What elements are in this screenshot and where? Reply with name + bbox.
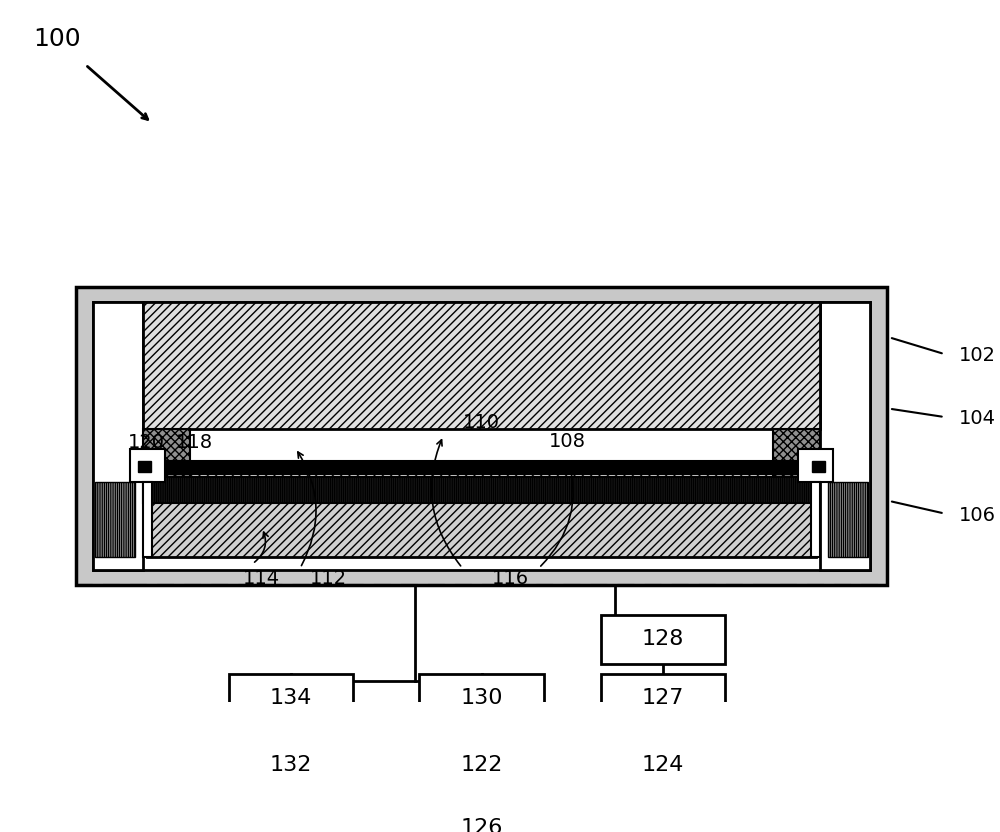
Bar bbox=[811, 483, 820, 557]
Text: 126: 126 bbox=[460, 818, 503, 832]
Bar bbox=[147, 461, 816, 557]
Bar bbox=[95, 482, 135, 557]
Bar bbox=[798, 449, 833, 483]
Bar bbox=[419, 674, 544, 722]
Text: 100: 100 bbox=[33, 27, 80, 52]
Bar bbox=[429, 804, 534, 832]
Text: 130: 130 bbox=[460, 688, 503, 708]
Bar bbox=[773, 428, 820, 478]
Bar bbox=[76, 287, 887, 585]
Bar bbox=[419, 741, 544, 790]
Bar bbox=[93, 302, 143, 570]
Bar bbox=[130, 449, 165, 483]
Text: 132: 132 bbox=[269, 755, 312, 775]
Bar bbox=[93, 302, 870, 570]
Text: 102: 102 bbox=[959, 346, 996, 365]
Bar bbox=[138, 461, 151, 473]
Text: 114: 114 bbox=[243, 568, 280, 587]
Bar bbox=[820, 302, 870, 570]
Bar bbox=[828, 482, 868, 557]
Text: 112: 112 bbox=[310, 568, 347, 587]
Text: 127: 127 bbox=[642, 688, 684, 708]
Text: 120: 120 bbox=[128, 433, 165, 452]
Text: 104: 104 bbox=[959, 409, 996, 428]
Text: 134: 134 bbox=[269, 688, 312, 708]
Bar bbox=[229, 741, 353, 790]
Bar bbox=[601, 674, 725, 722]
Bar bbox=[147, 461, 816, 474]
Bar bbox=[601, 741, 725, 790]
Bar bbox=[143, 302, 820, 428]
Bar bbox=[152, 463, 811, 473]
Bar bbox=[143, 478, 820, 503]
Bar bbox=[601, 615, 725, 664]
Text: 122: 122 bbox=[460, 755, 503, 775]
Text: 106: 106 bbox=[959, 506, 996, 525]
Bar bbox=[143, 428, 190, 478]
Text: 116: 116 bbox=[492, 568, 529, 587]
Text: 128: 128 bbox=[642, 629, 684, 650]
Bar bbox=[229, 674, 353, 722]
Bar bbox=[143, 483, 152, 557]
Text: 118: 118 bbox=[176, 433, 213, 452]
Bar bbox=[812, 461, 825, 473]
Text: 108: 108 bbox=[549, 432, 586, 451]
Text: 110: 110 bbox=[463, 414, 500, 433]
Text: 124: 124 bbox=[642, 755, 684, 775]
